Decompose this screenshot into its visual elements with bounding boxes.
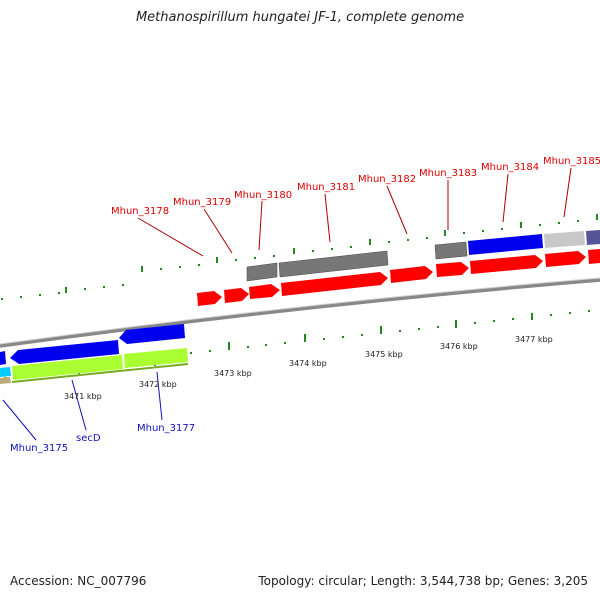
green-feature-1 <box>12 355 123 380</box>
cds-mhun-3179 <box>224 288 249 303</box>
blue-feature-1 <box>468 234 543 255</box>
gene-label-mhun-3179: Mhun_3179 <box>173 197 231 208</box>
gene-label-mhun-3175: Mhun_3175 <box>10 443 68 454</box>
topology-text: Topology: circular; Length: 3,544,738 bp… <box>258 574 588 588</box>
gene-label-mhun-3184: Mhun_3184 <box>481 162 539 173</box>
gray-feature-3 <box>434 241 468 260</box>
map-title: Methanospirillum hungatei JF-1, complete… <box>135 10 465 25</box>
top-label-connectors <box>137 167 572 257</box>
bottom-label-connectors <box>2 371 163 441</box>
genome-backbone <box>0 278 600 348</box>
cds-mhun-3183 <box>436 262 469 277</box>
kbp-label-3471: 3471 kbp <box>64 392 102 401</box>
gene-label-mhun-3183: Mhun_3183 <box>419 168 477 179</box>
gene-label-mhun-3185: Mhun_3185 <box>543 156 600 167</box>
gray-feature-1 <box>246 262 278 282</box>
cds-mhun-3184 <box>470 255 543 274</box>
gene-label-mhun-3177: Mhun_3177 <box>137 423 195 434</box>
cds-mhun-3182 <box>390 266 433 283</box>
cds-mhun-3178 <box>197 291 222 306</box>
blue-feature-left <box>0 351 6 365</box>
accession-text: Accession: NC_007796 <box>10 574 147 588</box>
outer-tick-row <box>1 214 598 300</box>
green-shadow <box>11 363 189 383</box>
genome-backbone-highlight <box>0 277 600 345</box>
green-feature-2 <box>124 348 188 368</box>
kbp-label-3477: 3477 kbp <box>515 335 553 344</box>
gene-label-mhun-3182: Mhun_3182 <box>358 174 416 185</box>
gray-feature-2 <box>278 250 389 278</box>
lightgray-feature-1 <box>544 231 585 248</box>
tan-feature <box>0 377 11 384</box>
slate-feature-1 <box>586 230 600 245</box>
cyan-feature <box>0 367 11 377</box>
blue-feature-secd <box>10 340 119 364</box>
cds-mhun-3180 <box>249 284 280 299</box>
kbp-label-3472: 3472 kbp <box>139 380 177 389</box>
gene-label-secd: secD <box>76 433 101 444</box>
cds-mhun-3185 <box>545 251 586 267</box>
kbp-label-3473: 3473 kbp <box>214 369 252 378</box>
kbp-label-3474: 3474 kbp <box>289 359 327 368</box>
cds-next <box>588 249 600 264</box>
gene-label-mhun-3181: Mhun_3181 <box>297 182 355 193</box>
gene-label-mhun-3180: Mhun_3180 <box>234 190 292 201</box>
cds-mhun-3181 <box>281 272 388 296</box>
gene-label-mhun-3178: Mhun_3178 <box>111 206 169 217</box>
blue-feature-mhun-3177 <box>119 324 185 344</box>
kbp-label-3475: 3475 kbp <box>365 350 403 359</box>
kbp-label-3476: 3476 kbp <box>440 342 478 351</box>
forward-cds-row <box>197 249 600 306</box>
